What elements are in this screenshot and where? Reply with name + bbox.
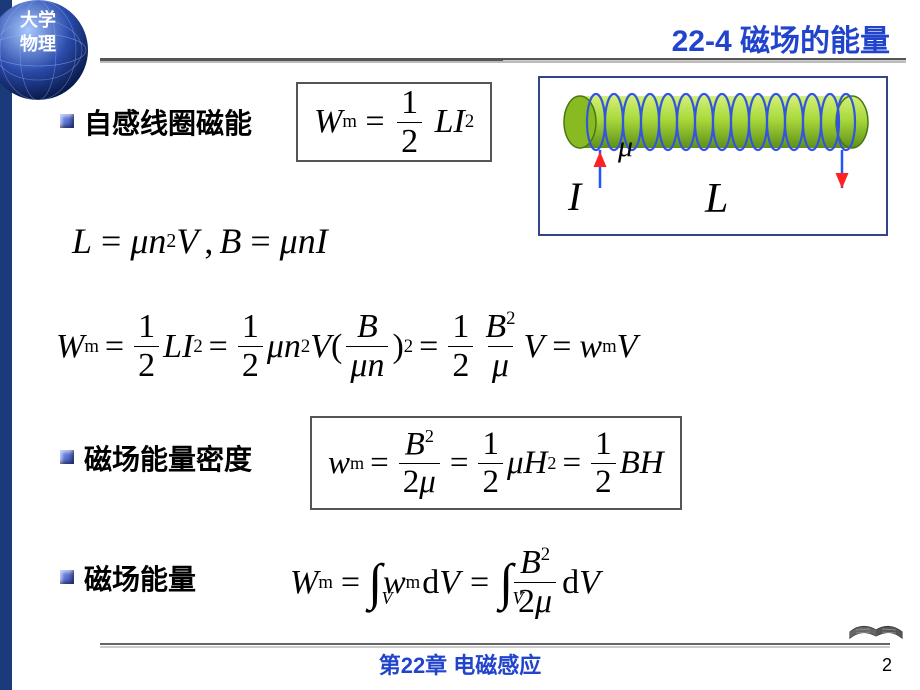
sym-eq: =: [365, 103, 384, 141]
sym-2: 2: [465, 111, 474, 133]
equation-box-1: Wm = 1 2 L I2: [296, 82, 492, 162]
sym-m: m: [342, 111, 357, 133]
eq-integral: Wm = ∫V wm dV = ∫V B22μ dV: [290, 546, 600, 619]
book-icon: [846, 600, 906, 644]
university-label-1: 大学: [20, 6, 56, 32]
bullet3-label: 磁场能量: [84, 558, 196, 598]
footer: 第22章 电磁感应: [0, 648, 920, 680]
page-number: 2: [882, 655, 892, 676]
sym-I: I: [453, 103, 464, 141]
svg-text:L: L: [704, 176, 728, 222]
bullet-icon: [60, 570, 74, 584]
chapter-label: 第22章 电磁感应: [379, 653, 542, 678]
svg-text:I: I: [567, 174, 583, 219]
university-label-2: 物理: [20, 30, 56, 56]
frac-half: 1 2: [397, 86, 422, 159]
svg-text:μ: μ: [617, 130, 633, 163]
left-strip: [0, 0, 12, 690]
equation-box-2: wm = B22μ = 12 μH2 = 12 BH: [310, 416, 682, 510]
sym-L: L: [435, 103, 454, 141]
bullet-icon: [60, 114, 74, 128]
header-underline: [100, 58, 906, 63]
sym-W: W: [314, 103, 342, 141]
section-title: 22-4 磁场的能量: [672, 16, 890, 60]
content-area: 自感线圈磁能 Wm = 1 2 L I2: [60, 80, 900, 640]
solenoid-diagram: μ I L: [538, 76, 888, 236]
eq-derivation: Wm = 12 LI2 = 12 μn2V ( Bμn )2 = 12 B2μ …: [56, 310, 637, 383]
bullet-icon: [60, 450, 74, 464]
bullet1-label: 自感线圈磁能: [84, 102, 252, 142]
bullet2-label: 磁场能量密度: [84, 438, 252, 478]
eq-L-B: L = μn2V , B = μnI: [72, 220, 328, 262]
